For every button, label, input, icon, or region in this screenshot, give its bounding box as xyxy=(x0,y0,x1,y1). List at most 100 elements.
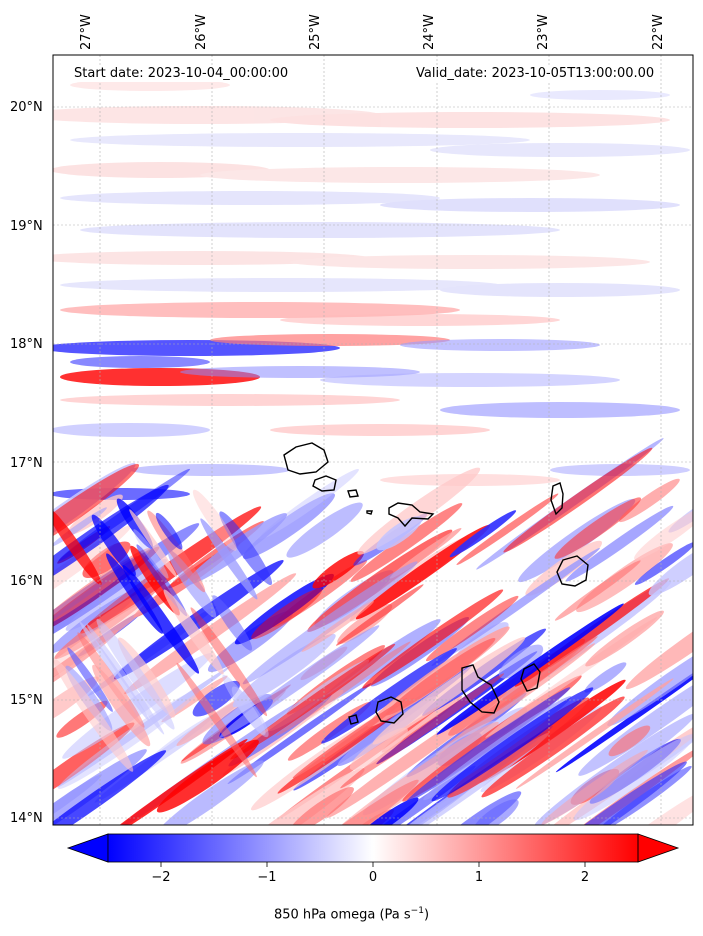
omega-streak xyxy=(321,648,457,744)
omega-streak xyxy=(53,597,156,697)
map-frame xyxy=(52,54,694,826)
omega-streak xyxy=(449,510,517,558)
omega-streak xyxy=(465,636,598,730)
island-brava xyxy=(348,714,359,725)
omega-streak xyxy=(514,578,670,687)
omega-streak xyxy=(113,560,284,680)
omega-streak xyxy=(242,561,418,685)
omega-streak xyxy=(163,589,224,675)
island-santiago xyxy=(461,664,500,714)
omega-streak xyxy=(349,727,408,771)
omega-streak xyxy=(155,512,183,550)
omega-streak xyxy=(57,666,231,788)
omega-streak xyxy=(289,779,419,825)
omega-streak xyxy=(434,791,522,825)
omega-streak xyxy=(96,618,175,730)
omega-streak xyxy=(53,658,134,772)
omega-streak xyxy=(231,686,269,738)
omega-streak xyxy=(67,647,113,712)
lon-tick-label: 27°W xyxy=(79,14,95,50)
lat-tick-label: 14°N xyxy=(10,811,43,827)
omega-streak xyxy=(527,761,687,825)
colorbar-tick-label: 2 xyxy=(580,870,590,885)
colorbar xyxy=(66,833,680,867)
omega-streak xyxy=(336,584,424,646)
omega-streak xyxy=(340,673,505,789)
lat-tick-label: 19°N xyxy=(10,218,43,234)
omega-streak xyxy=(648,537,693,596)
omega-streak xyxy=(576,543,673,613)
omega-streak xyxy=(133,529,169,579)
omega-streak xyxy=(251,588,323,640)
omega-streak xyxy=(608,725,651,757)
lat-tick-label: 20°N xyxy=(10,100,43,116)
colorbar-tick-label: 1 xyxy=(474,870,484,885)
omega-streak xyxy=(92,664,151,747)
omega-streak xyxy=(406,687,571,803)
island-boa-vista xyxy=(556,555,589,587)
omega-streak xyxy=(53,525,132,620)
omega-streak xyxy=(515,678,674,789)
omega-streak xyxy=(431,687,594,802)
omega-streak xyxy=(176,662,257,778)
omega-streak xyxy=(376,516,422,551)
omega-field xyxy=(53,55,693,825)
island-sao-nicolau xyxy=(388,502,435,528)
omega-streak xyxy=(124,573,297,694)
lat-tick-label: 18°N xyxy=(10,337,43,353)
omega-streak xyxy=(147,510,206,593)
omega-streak xyxy=(525,540,603,596)
omega-streak xyxy=(53,750,167,825)
lon-tick-label: 25°W xyxy=(307,14,323,50)
omega-streak xyxy=(541,749,648,825)
lat-tick-label: 16°N xyxy=(10,574,43,590)
omega-streak xyxy=(555,648,693,773)
omega-streak xyxy=(234,573,334,645)
omega-streak xyxy=(106,553,163,634)
omega-streak xyxy=(286,502,363,558)
island-raso xyxy=(366,510,373,515)
colorbar-tick-label: 0 xyxy=(368,870,378,885)
omega-streak xyxy=(425,595,519,662)
omega-streak xyxy=(219,625,380,738)
omega-streak xyxy=(354,797,419,825)
omega-streak xyxy=(315,619,441,708)
omega-streak xyxy=(53,749,147,825)
omega-streak xyxy=(385,637,496,716)
omega-streak xyxy=(498,644,544,679)
lon-tick-label: 26°W xyxy=(193,14,209,50)
omega-streak xyxy=(53,506,102,585)
omega-streak xyxy=(129,509,177,578)
omega-streak xyxy=(227,683,372,785)
omega-streak xyxy=(185,513,288,586)
omega-streak xyxy=(554,560,641,621)
omega-streak xyxy=(585,610,664,667)
lon-tick-label: 23°W xyxy=(536,14,552,50)
island-santa-luzia xyxy=(347,489,359,498)
omega-streak xyxy=(301,600,374,652)
omega-streak xyxy=(534,713,693,825)
omega-streak xyxy=(154,760,264,825)
omega-streak xyxy=(86,623,165,735)
lon-tick-label: 24°W xyxy=(422,14,438,50)
island-maio xyxy=(520,663,541,692)
omega-streak xyxy=(554,497,642,559)
omega-streak xyxy=(584,662,627,693)
omega-streak xyxy=(618,478,680,523)
omega-streak xyxy=(53,523,200,650)
omega-streak xyxy=(53,463,140,563)
colorbar-tick-label: −2 xyxy=(151,870,171,885)
lon-tick-label: 22°W xyxy=(650,14,666,50)
island-sao-vicente xyxy=(312,475,337,492)
omega-streak xyxy=(79,621,150,722)
colorbar-tick-label: −1 xyxy=(257,870,277,885)
omega-streak xyxy=(192,489,237,551)
omega-streak xyxy=(456,493,559,566)
omega-streak xyxy=(156,739,259,813)
start-date-label: Start date: 2023-10-04_00:00:00 xyxy=(70,65,293,82)
omega-streak xyxy=(65,558,167,631)
omega-streak xyxy=(232,633,336,708)
omega-streak xyxy=(503,447,653,553)
omega-streak xyxy=(212,595,253,651)
